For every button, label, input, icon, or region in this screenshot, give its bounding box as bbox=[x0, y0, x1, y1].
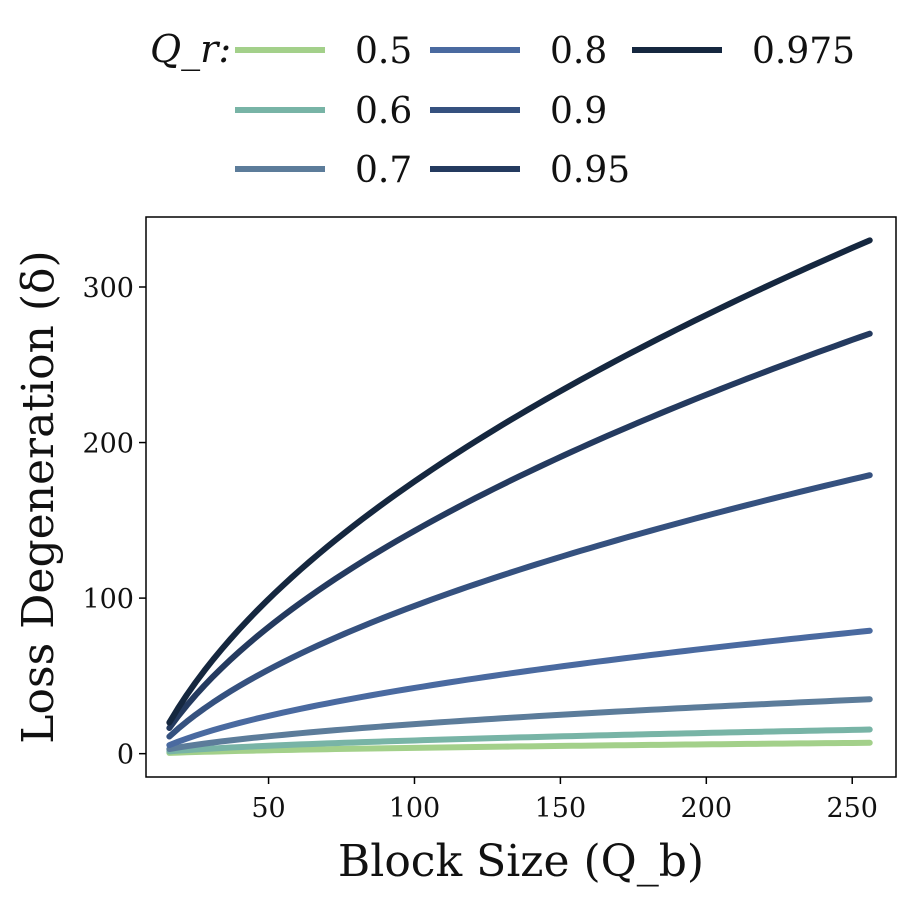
series-line-0.8 bbox=[166, 627, 873, 749]
series-layer bbox=[166, 237, 873, 756]
x-tick-label-150: 150 bbox=[535, 793, 587, 824]
y-axis-title: Loss Degeneration (δ) bbox=[13, 250, 64, 743]
legend-label-0.95: 0.95 bbox=[550, 150, 630, 191]
x-axis-title: Block Size (Q_b) bbox=[338, 836, 704, 887]
series-line-0.7 bbox=[166, 696, 873, 752]
x-axis-ticks: 50 100 150 200 250 bbox=[251, 777, 878, 824]
y-tick-label-100: 100 bbox=[82, 584, 134, 615]
series-line-0.975 bbox=[166, 237, 873, 726]
y-tick-label-200: 200 bbox=[82, 429, 134, 460]
legend-label-0.8: 0.8 bbox=[550, 31, 607, 72]
legend-label-0.6: 0.6 bbox=[355, 91, 412, 132]
legend-label-0.7: 0.7 bbox=[355, 150, 412, 191]
legend-entry-0.5: 0.5 bbox=[235, 31, 412, 72]
legend-entry-0.95: 0.95 bbox=[430, 150, 630, 191]
legend-label-0.9: 0.9 bbox=[550, 91, 607, 132]
plot-frame bbox=[145, 216, 897, 778]
y-axis-ticks: 0 100 200 300 bbox=[82, 273, 146, 771]
legend-entry-0.9: 0.9 bbox=[430, 91, 607, 132]
y-tick-label-0: 0 bbox=[117, 740, 134, 771]
x-tick-label-50: 50 bbox=[251, 793, 285, 824]
legend-entry-0.7: 0.7 bbox=[235, 150, 412, 191]
legend-label-0.5: 0.5 bbox=[355, 31, 412, 72]
legend: Q_r: 0.5 0.6 0.7 0.8 0.9 0.95 0.975 bbox=[150, 27, 855, 191]
series-line-0.5 bbox=[166, 739, 873, 756]
x-tick-label-250: 250 bbox=[826, 793, 878, 824]
series-line-0.9 bbox=[166, 472, 873, 740]
plot-area: 50 100 150 200 250 0 100 200 300 bbox=[82, 216, 897, 824]
legend-entry-0.975: 0.975 bbox=[632, 31, 855, 72]
legend-entry-0.6: 0.6 bbox=[235, 91, 412, 132]
series-line-0.6 bbox=[166, 726, 873, 755]
x-tick-label-100: 100 bbox=[389, 793, 441, 824]
legend-items: 0.5 0.6 0.7 0.8 0.9 0.95 0.975 bbox=[235, 31, 855, 191]
legend-label-0.975: 0.975 bbox=[752, 31, 855, 72]
legend-entry-0.8: 0.8 bbox=[430, 31, 607, 72]
series-line-0.95 bbox=[166, 330, 873, 731]
x-tick-label-200: 200 bbox=[681, 793, 733, 824]
legend-title: Q_r: bbox=[150, 27, 231, 72]
y-tick-label-300: 300 bbox=[82, 273, 134, 304]
